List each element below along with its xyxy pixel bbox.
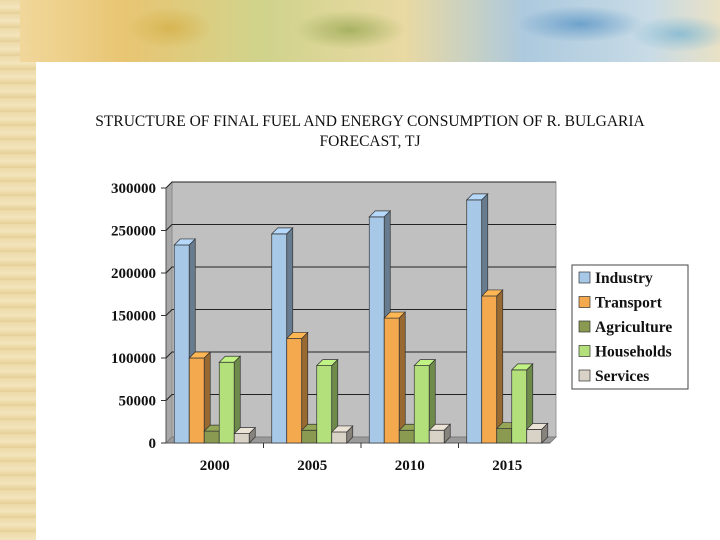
y-tick-label: 250000 xyxy=(111,224,156,240)
gridline xyxy=(165,224,556,231)
x-axis-ticks: 2000 2005 2010 2015 xyxy=(200,443,522,474)
chart-title: STRUCTURE OF FINAL FUEL AND ENERGY CONSU… xyxy=(95,113,645,150)
bar-services-2005 xyxy=(330,425,354,444)
x-tick-label: 2010 xyxy=(395,458,425,474)
bar-transport-2005 xyxy=(285,331,309,444)
legend-box xyxy=(571,264,689,390)
legend-label-services: Services xyxy=(595,368,649,385)
bar-households-2015 xyxy=(510,363,534,444)
bar-services-2010 xyxy=(428,423,452,444)
y-tick-label: 300000 xyxy=(111,181,156,197)
legend-swatch-households xyxy=(578,345,591,357)
y-tick-label: 100000 xyxy=(111,351,156,367)
gridline xyxy=(165,351,556,359)
gridline xyxy=(165,309,556,316)
legend-label-households: Households xyxy=(595,344,672,361)
bars xyxy=(173,193,549,444)
legend-swatch-agriculture xyxy=(578,320,591,333)
legend-swatch-services xyxy=(578,369,591,382)
y-tick-label: 50000 xyxy=(119,394,157,410)
bar-transport-2000 xyxy=(188,351,212,444)
bar-services-2000 xyxy=(233,426,257,444)
left-decor-strip xyxy=(0,0,36,540)
legend-label-agriculture: Agriculture xyxy=(595,319,672,336)
top-decor-banner xyxy=(20,0,720,62)
legend: Industry Transport Agriculture Households Se… xyxy=(571,264,689,390)
bar-households-2010 xyxy=(413,358,437,444)
bar-transport-2010 xyxy=(383,311,407,444)
bar-services-2015 xyxy=(525,422,549,444)
bar-transport-2015 xyxy=(480,289,504,444)
bar-households-2000 xyxy=(218,355,242,444)
gridline xyxy=(165,266,556,274)
y-axis-ticks: 0 50000 100000 150000 200000 250000 300000 xyxy=(111,181,166,452)
legend-label-transport: Transport xyxy=(595,295,663,312)
x-tick-label: 2015 xyxy=(492,458,522,474)
gridline xyxy=(165,181,556,189)
y-tick-label: 200000 xyxy=(111,266,156,282)
x-tick-label: 2005 xyxy=(297,458,327,474)
y-tick-label: 150000 xyxy=(111,309,156,325)
x-tick-label: 2000 xyxy=(200,458,230,474)
legend-label-industry: Industry xyxy=(595,270,653,287)
legend-swatch-transport xyxy=(578,296,591,308)
y-tick-label: 0 xyxy=(149,436,157,452)
legend-swatch-industry xyxy=(578,271,591,284)
